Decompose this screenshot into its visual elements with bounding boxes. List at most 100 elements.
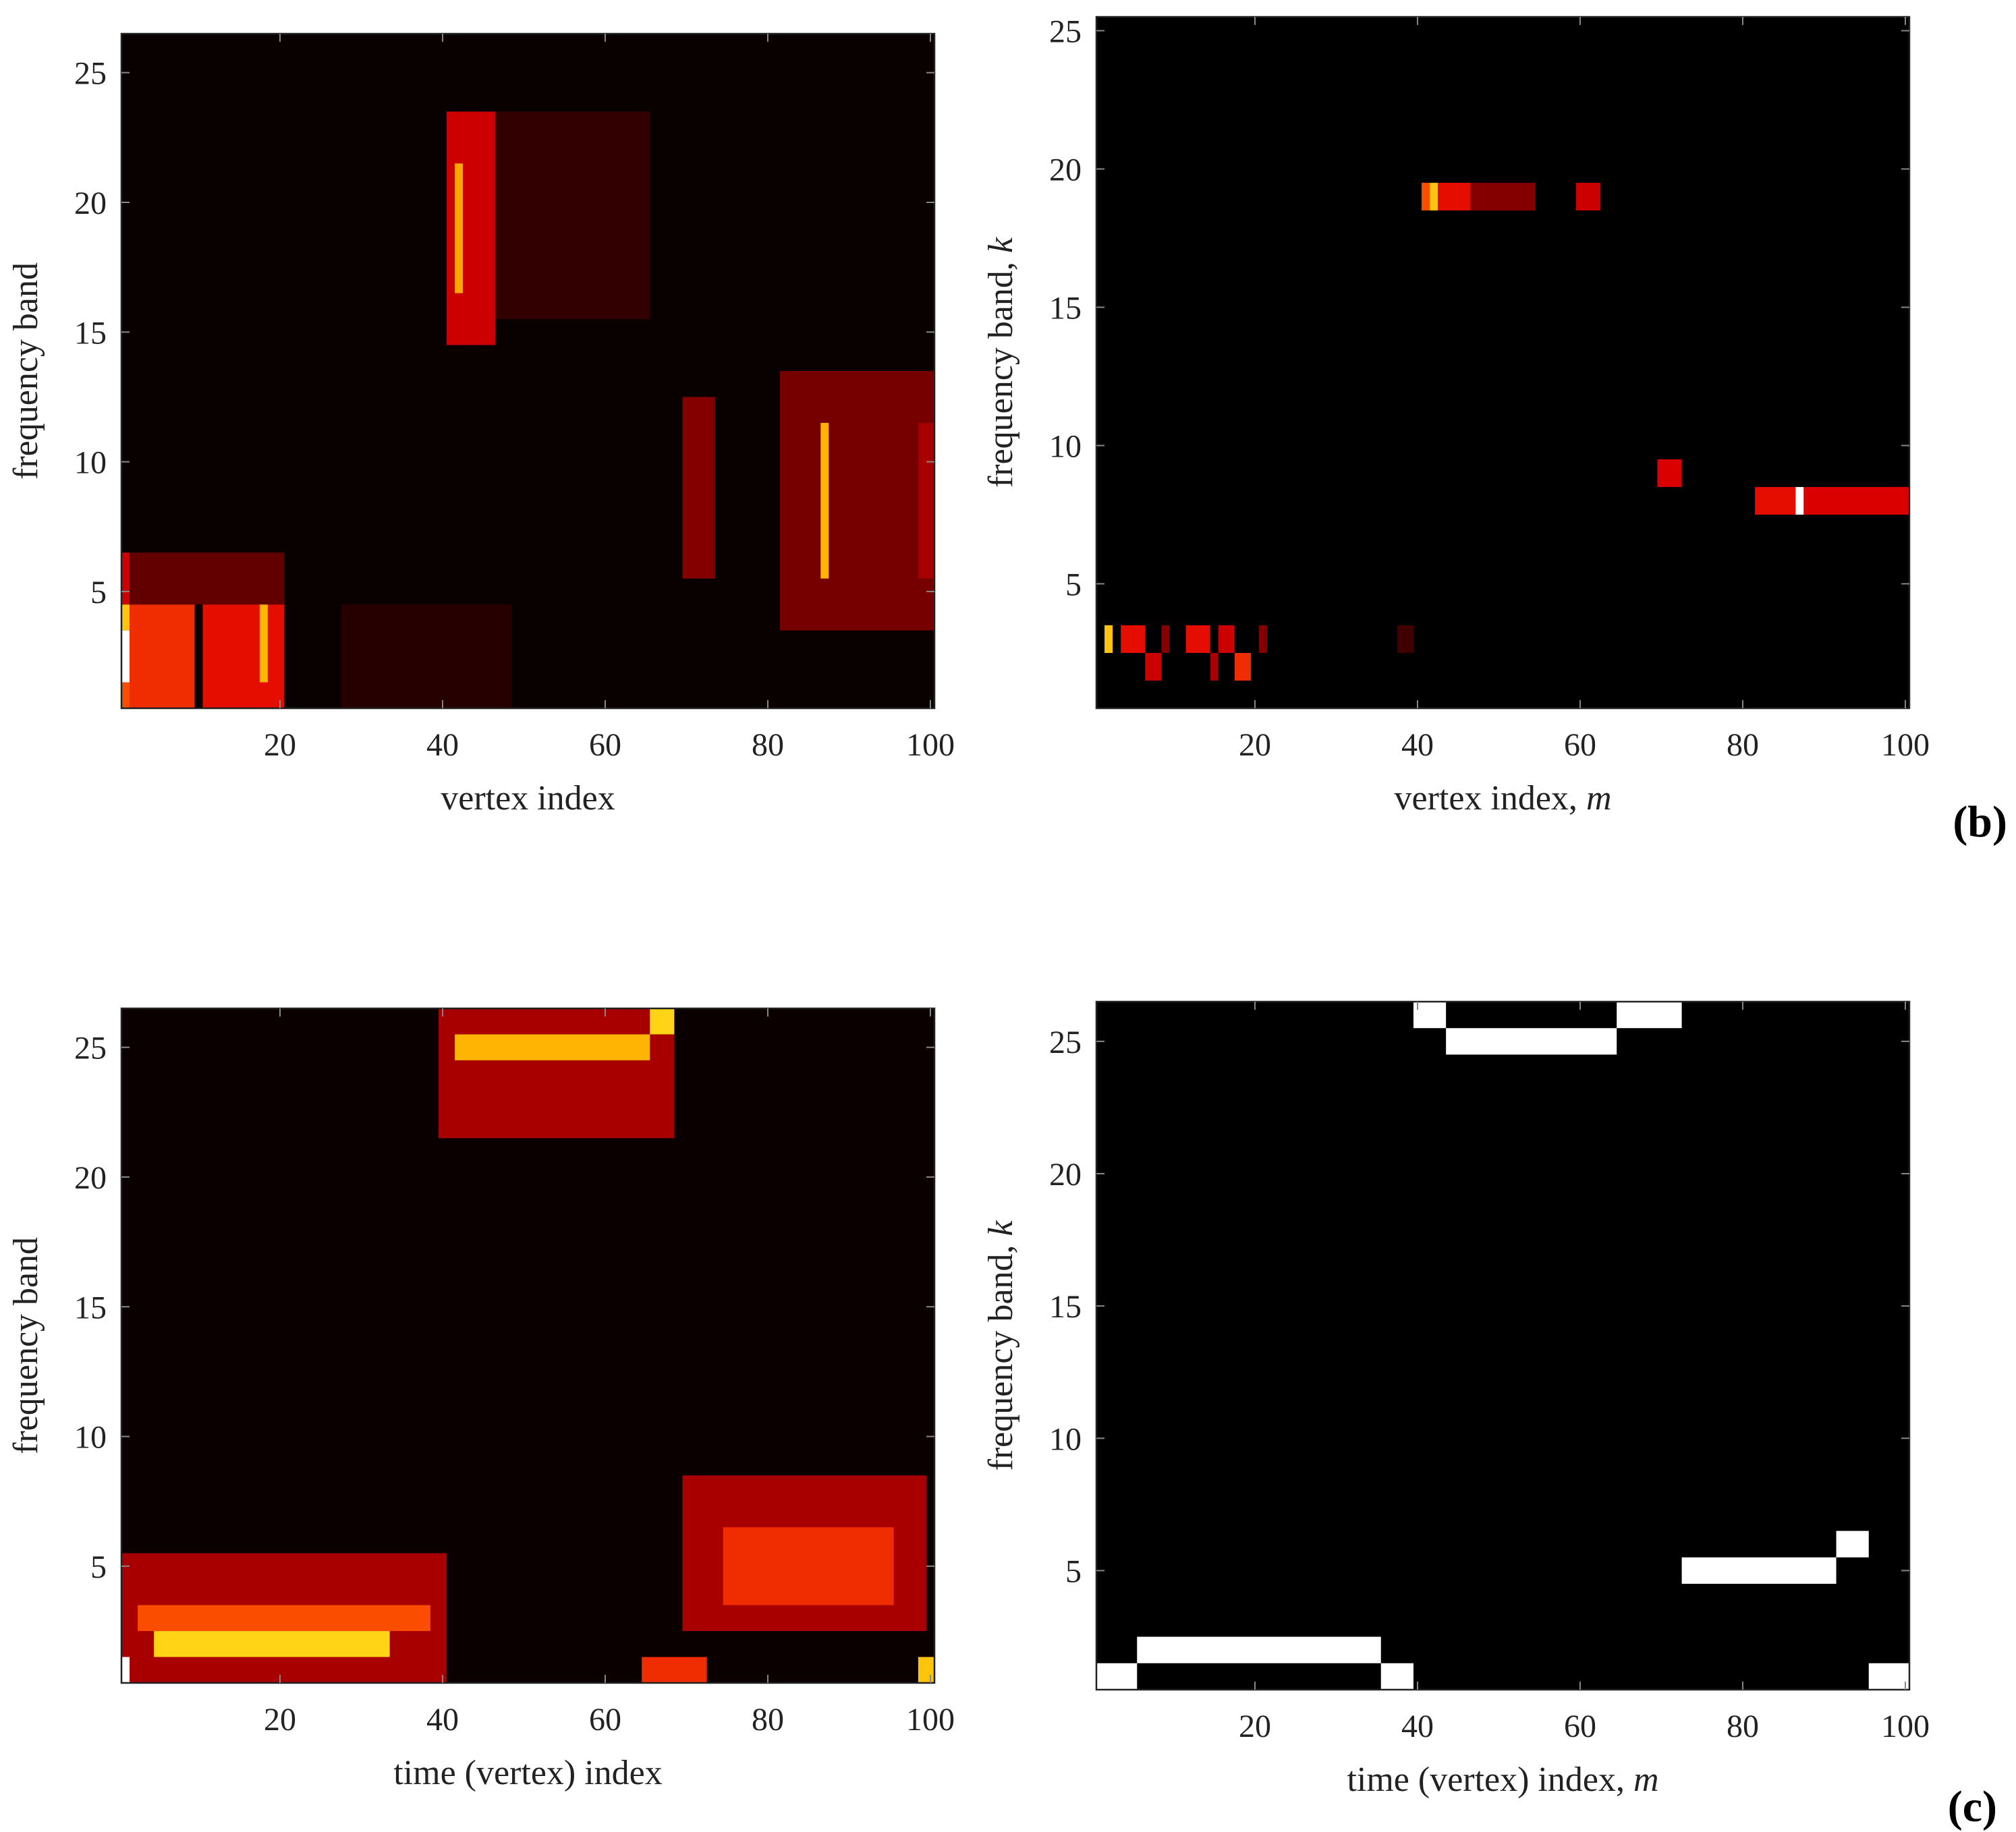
heatmap-cell — [1397, 625, 1413, 653]
panel-a: 20 40 60 80 100 5 10 15 20 25 vertex index freque… — [7, 32, 955, 818]
y-tick-label: 10 — [74, 445, 107, 481]
x-tick-label: 80 — [752, 727, 784, 763]
ticks-c: 20 40 60 80 100 5 10 15 20 25 — [74, 1008, 955, 1738]
heatmap-c — [121, 1008, 934, 1683]
heatmap-cell — [1380, 1663, 1413, 1690]
y-tick-label: 25 — [74, 1031, 107, 1066]
x-tick-label: 40 — [1401, 1709, 1434, 1744]
x-tick-label: 20 — [264, 1702, 296, 1738]
heatmap-b — [1096, 17, 1909, 708]
x-tick-label: 20 — [264, 727, 296, 763]
plot-frame-c — [120, 1007, 936, 1684]
y-tick-label: 15 — [74, 315, 107, 351]
x-tick-label: 80 — [752, 1702, 784, 1738]
plot-frame-a — [120, 32, 936, 710]
x-axis-label-c: time (vertex) index — [393, 1754, 663, 1792]
y-tick-label: 10 — [1049, 1421, 1082, 1457]
heatmap-cell — [918, 1657, 934, 1683]
y-tick-label: 5 — [1065, 1553, 1082, 1589]
x-tick-label: 60 — [1564, 727, 1596, 763]
heatmap-cell — [1218, 625, 1235, 653]
y-tick-label: 10 — [74, 1420, 107, 1456]
y-tick-label: 20 — [74, 1160, 107, 1196]
y-tick-label: 5 — [1065, 567, 1082, 603]
heatmap-cell — [1259, 625, 1268, 653]
ticks-b: 20 40 60 80 100 5 10 15 20 25 — [1049, 14, 1930, 764]
x-tick-label: 40 — [426, 727, 459, 763]
x-tick-label: 20 — [1239, 1709, 1271, 1744]
x-tick-label: 100 — [906, 1702, 955, 1738]
x-tick-label: 100 — [1881, 1709, 1930, 1744]
heatmap-cell — [1430, 183, 1438, 210]
heatmap-cell — [121, 682, 130, 708]
x-tick-label: 60 — [589, 1702, 621, 1738]
heatmap-cell — [723, 1527, 894, 1605]
x-tick-label: 80 — [1727, 727, 1759, 763]
heatmap-cell — [1185, 625, 1210, 653]
heatmap-cell — [1096, 1663, 1138, 1690]
heatmap-d — [1096, 1002, 1909, 1690]
x-tick-label: 40 — [1401, 727, 1434, 763]
heatmap-cell — [121, 630, 130, 683]
heatmap-cell — [121, 604, 130, 631]
y-tick-label: 25 — [74, 56, 107, 92]
heatmap-cell — [1104, 625, 1113, 653]
y-tick-label: 5 — [90, 575, 107, 610]
y-tick-label: 25 — [1049, 1025, 1082, 1060]
y-tick-label: 20 — [1049, 1157, 1082, 1193]
heatmap-cell — [138, 1605, 430, 1632]
heatmap-cell — [1868, 1663, 1909, 1690]
x-axis-label-a: vertex index — [441, 779, 615, 818]
heatmap-cell — [1681, 1557, 1837, 1584]
heatmap-cell — [341, 604, 512, 708]
panel-d: 20 40 60 80 100 5 10 15 20 25 time (vertex) index… — [982, 1000, 1997, 1831]
heatmap-cell — [1755, 487, 1796, 515]
heatmap-cell — [1803, 487, 1909, 515]
y-axis-label-a: frequency band — [7, 262, 45, 480]
panel-letter-b: (b) — [1953, 797, 2007, 847]
heatmap-cell — [130, 552, 284, 605]
y-axis-label-c: frequency band — [7, 1237, 45, 1454]
heatmap-cell — [1234, 653, 1251, 681]
x-tick-label: 20 — [1239, 727, 1271, 763]
heatmap-cell — [780, 371, 934, 631]
heatmap-cell — [154, 1631, 390, 1657]
y-tick-label: 15 — [74, 1290, 107, 1325]
heatmap-cell — [650, 1008, 675, 1035]
y-tick-label: 15 — [1049, 1289, 1082, 1325]
y-tick-label: 10 — [1049, 429, 1082, 465]
heatmap-cell — [820, 422, 829, 579]
heatmap-cell — [1795, 487, 1804, 515]
heatmap-background — [1096, 17, 1909, 708]
panel-b: 20 40 60 80 100 5 10 15 20 25 vertex index, m fre… — [982, 14, 2007, 847]
x-axis-label-b: vertex index, m — [1394, 779, 1611, 818]
heatmap-cell — [202, 604, 284, 708]
heatmap-cell — [1836, 1530, 1869, 1557]
heatmap-cell — [682, 397, 715, 579]
heatmap-cell — [1470, 183, 1536, 210]
heatmap-cell — [259, 604, 268, 683]
x-tick-label: 60 — [1564, 1709, 1596, 1744]
heatmap-cell — [1413, 1002, 1447, 1029]
heatmap-cell — [455, 163, 464, 293]
heatmap-cell — [447, 111, 496, 345]
heatmap-cell — [642, 1657, 707, 1683]
ticks-d: 20 40 60 80 100 5 10 15 20 25 — [1049, 1002, 1930, 1744]
heatmap-cell — [1575, 183, 1601, 210]
heatmap-cell — [1446, 1028, 1617, 1055]
y-tick-label: 20 — [1049, 152, 1082, 188]
heatmap-cell — [1657, 459, 1682, 487]
panel-letter-d: (c) — [1948, 1782, 1997, 1831]
plot-frame-b — [1095, 16, 1911, 710]
heatmap-cell — [1145, 653, 1162, 681]
y-tick-label: 15 — [1049, 291, 1082, 326]
heatmap-cell — [1161, 625, 1170, 653]
y-axis-label-b: frequency band, k — [982, 237, 1020, 488]
x-tick-label: 40 — [426, 1702, 459, 1738]
heatmap-cell — [495, 111, 650, 320]
heatmap-cell — [1422, 183, 1430, 210]
x-tick-label: 100 — [906, 727, 955, 763]
y-tick-label: 20 — [74, 185, 107, 221]
heatmap-cell — [1137, 1636, 1381, 1663]
